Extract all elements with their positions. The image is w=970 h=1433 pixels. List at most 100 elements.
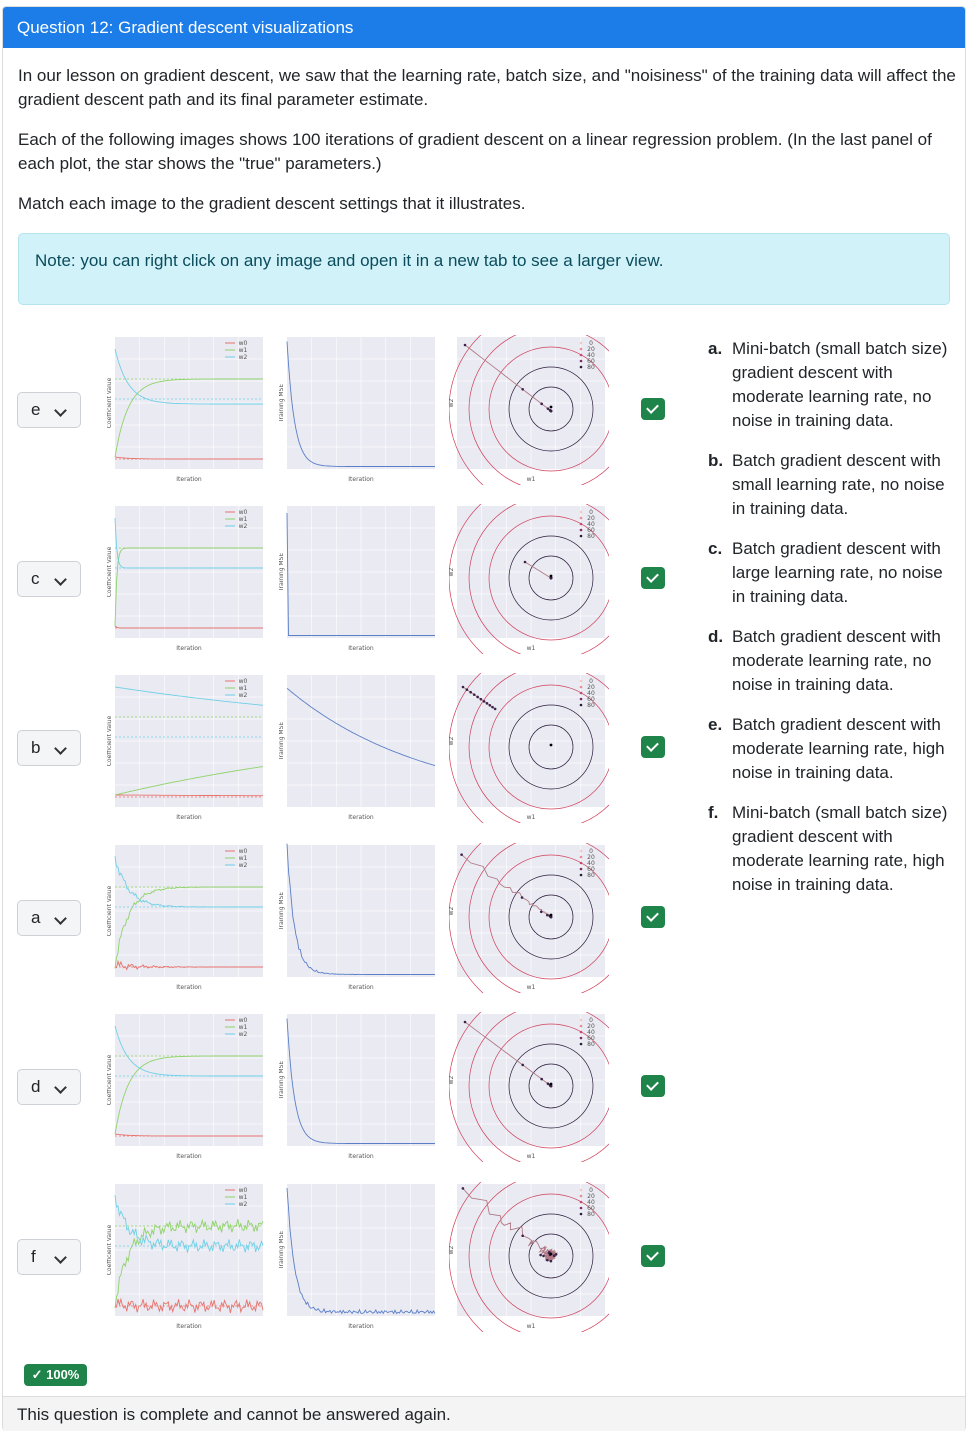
coef-series-1: [114, 547, 263, 627]
legend-dot: [579, 1042, 583, 1046]
path-point: [549, 1084, 553, 1088]
legend-label: 0: [589, 1187, 593, 1194]
path-point: [463, 343, 467, 347]
option-text: Batch gradient descent with moderate lea…: [732, 627, 941, 694]
mse-plot: Iteration Training MSE: [279, 1184, 436, 1330]
path-point: [493, 707, 497, 711]
mse-plot: Iteration Training MSE: [279, 506, 435, 652]
legend-label: 40: [587, 352, 595, 359]
answer-select[interactable]: a: [17, 900, 81, 936]
legend-label: 80: [587, 533, 595, 540]
match-row: c w0 w1 w2 Iteration Coefficient Value Iterati…: [17, 504, 677, 670]
legend-label: 20: [587, 346, 595, 353]
legend-label: w2: [239, 1201, 248, 1208]
chevron-down-icon: [54, 404, 67, 417]
intro-paragraph-2: Each of the following images shows 100 i…: [18, 130, 932, 173]
match-row: f w0 w1 w2 Iteration Coefficient Value Iterati…: [17, 1182, 677, 1348]
coef-series-1: [114, 378, 263, 458]
legend-label: 40: [587, 860, 595, 867]
path-point: [465, 688, 469, 691]
coef-series-1: [114, 1218, 264, 1309]
path-point: [488, 703, 492, 707]
answer-select[interactable]: e: [17, 392, 81, 428]
y-axis-label: w2: [449, 1075, 455, 1084]
mse-curve: [286, 1018, 435, 1144]
chevron-down-icon: [54, 742, 67, 755]
coef-series-0: [114, 456, 263, 460]
option-letter: b.: [708, 451, 724, 470]
correct-check-icon: [641, 398, 665, 420]
x-axis-label: Iteration: [176, 645, 202, 652]
path-point: [479, 697, 483, 701]
legend-label: w0: [239, 1017, 248, 1024]
contour-line: [528, 1063, 574, 1109]
coef-series-2: [114, 517, 263, 569]
coef-series-2: [114, 1025, 263, 1077]
legend-label: 60: [587, 527, 595, 534]
answer-select[interactable]: c: [17, 561, 81, 597]
option-letter: f.: [708, 803, 719, 822]
option-b: b. Batch gradient descent with small lear…: [708, 449, 960, 521]
path-point: [554, 1252, 558, 1256]
legend-label: 80: [587, 1211, 595, 1218]
contour-line: [528, 1233, 574, 1279]
true-parameter-star: [549, 913, 553, 917]
legend-dot: [579, 1206, 583, 1210]
y-axis-label: Training MSE: [279, 722, 285, 762]
coef-series-0: [115, 794, 263, 797]
legend-dot: [579, 341, 583, 345]
legend-dot: [579, 855, 583, 859]
legend-label: w1: [239, 516, 248, 523]
option-d: d. Batch gradient descent with moderate l…: [708, 625, 960, 697]
mse-plot: Iteration Training MSE: [279, 843, 435, 991]
mse-curve: [286, 341, 435, 467]
contour-line: [468, 673, 609, 823]
legend-dot: [579, 703, 583, 707]
legend-label: w0: [239, 509, 248, 516]
y-axis-label: w2: [449, 567, 455, 576]
answer-select[interactable]: b: [17, 730, 81, 766]
legend-label: w2: [239, 523, 248, 530]
legend-dot: [579, 1018, 583, 1022]
mse-plot: Iteration Training MSE: [279, 337, 435, 483]
contour-line: [528, 724, 574, 770]
coef-series-0: [114, 1297, 264, 1314]
option-letter: c.: [708, 539, 723, 558]
path-point: [461, 1187, 465, 1190]
y-axis-label: Coefficient Value: [107, 546, 113, 597]
y-axis-label: Coefficient Value: [107, 377, 113, 428]
legend-label: w1: [239, 1024, 248, 1031]
legend-label: 80: [587, 872, 595, 879]
path-point: [476, 695, 479, 699]
note-alert: Note: you can right click on any image a…: [18, 233, 950, 305]
legend-dot: [579, 697, 583, 701]
y-axis-label: Training MSE: [279, 553, 285, 593]
contour-line: [508, 366, 594, 452]
option-text: Batch gradient descent with small learni…: [732, 451, 945, 518]
legend-label: 60: [587, 866, 595, 873]
mse-plot: Iteration Training MSE: [279, 1014, 435, 1160]
answer-select[interactable]: d: [17, 1069, 81, 1105]
option-e: e. Batch gradient descent with moderate l…: [708, 713, 960, 785]
option-text: Batch gradient descent with moderate lea…: [732, 715, 945, 782]
legend-dot: [579, 861, 583, 865]
x-axis-label: Iteration: [348, 1153, 374, 1160]
path-point: [547, 1251, 551, 1255]
y-axis-label: w2: [449, 1245, 455, 1254]
legend-dot: [579, 1194, 583, 1198]
x-axis-label: Iteration: [176, 814, 202, 821]
contour-line: [468, 335, 609, 485]
legend-label: 40: [587, 1199, 595, 1206]
answer-select[interactable]: f: [17, 1239, 81, 1275]
contour-line: [508, 1213, 594, 1299]
coef-series-2: [114, 1195, 264, 1253]
path-point: [482, 700, 486, 703]
legend-label: 60: [587, 1205, 595, 1212]
selected-value: f: [31, 1247, 36, 1266]
